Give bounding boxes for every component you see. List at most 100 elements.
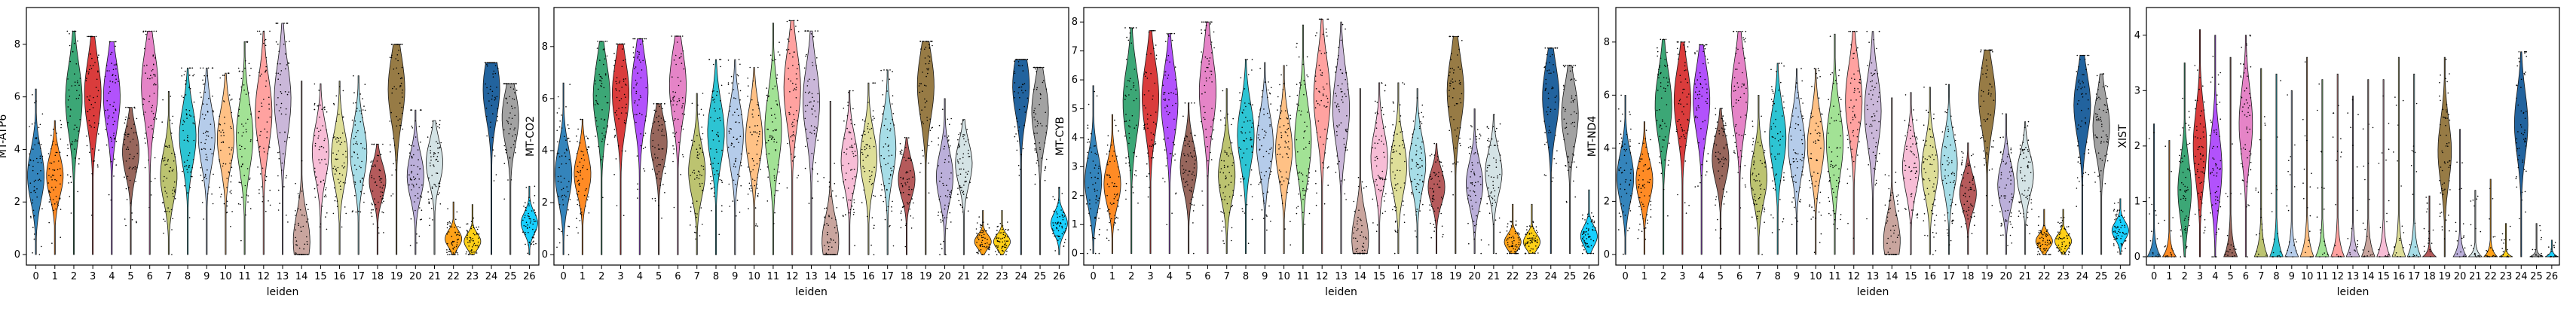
jitter-points-1 xyxy=(2164,145,2175,258)
y-tick-6: 6 xyxy=(1072,75,1084,86)
violin-8 xyxy=(1769,63,1787,255)
jitter-points-5 xyxy=(651,103,666,219)
svg-text:3: 3 xyxy=(90,271,96,282)
violin-14 xyxy=(1351,88,1369,254)
jitter-points-0 xyxy=(29,94,44,255)
jitter-points-6 xyxy=(142,30,158,209)
svg-text:24: 24 xyxy=(485,271,498,282)
y-tick-8: 8 xyxy=(1072,17,1084,28)
jitter-points-14 xyxy=(823,163,838,256)
jitter-points-12 xyxy=(256,30,271,212)
svg-text:4: 4 xyxy=(637,271,643,282)
x-tick-15: 15 xyxy=(1904,265,1917,282)
violin-17 xyxy=(1940,84,1958,255)
x-tick-5: 5 xyxy=(1186,265,1192,282)
jitter-points-6 xyxy=(1733,30,1747,209)
violin-6 xyxy=(1198,21,1216,254)
violin-18 xyxy=(1959,142,1977,255)
x-tick-18: 18 xyxy=(1962,265,1975,282)
violin-4 xyxy=(2207,35,2223,258)
jitter-points-20 xyxy=(1467,125,1482,255)
y-tick-3: 3 xyxy=(1072,161,1084,172)
x-tick-10: 10 xyxy=(1277,265,1290,282)
x-tick-10: 10 xyxy=(748,265,760,282)
violin-4 xyxy=(631,38,649,255)
svg-text:11: 11 xyxy=(238,271,251,282)
x-tick-2: 2 xyxy=(71,265,77,282)
violin-9 xyxy=(1256,62,1274,254)
x-tick-17: 17 xyxy=(1943,265,1955,282)
x-tick-26: 26 xyxy=(2546,265,2558,282)
jitter-points-23 xyxy=(995,221,1010,256)
violin-13 xyxy=(802,30,821,255)
x-tick-23: 23 xyxy=(996,265,1008,282)
x-tick-19: 19 xyxy=(919,265,932,282)
jitter-points-7 xyxy=(1751,115,1766,255)
svg-text:18: 18 xyxy=(901,271,913,282)
x-tick-22: 22 xyxy=(2484,265,2497,282)
jitter-points-24 xyxy=(1014,59,1029,176)
jitter-points-4 xyxy=(632,38,647,199)
svg-text:23: 23 xyxy=(996,271,1008,282)
x-tick-25: 25 xyxy=(504,265,516,282)
jitter-points-22 xyxy=(975,216,990,256)
jitter-points-6 xyxy=(670,35,685,209)
violin-10 xyxy=(745,67,763,255)
svg-text:3: 3 xyxy=(617,271,623,282)
violin-1 xyxy=(2161,140,2177,258)
x-tick-13: 13 xyxy=(277,265,289,282)
x-axis-label: leiden xyxy=(795,286,828,298)
jitter-points-17 xyxy=(1941,84,1956,245)
x-tick-6: 6 xyxy=(2243,265,2249,282)
jitter-points-4 xyxy=(1694,44,1709,188)
x-tick-19: 19 xyxy=(390,265,403,282)
jitter-points-18 xyxy=(2423,197,2434,258)
x-tick-19: 19 xyxy=(2439,265,2451,282)
x-tick-16: 16 xyxy=(862,265,875,282)
x-tick-20: 20 xyxy=(2000,265,2012,282)
x-tick-2: 2 xyxy=(1128,265,1134,282)
svg-text:6: 6 xyxy=(675,271,681,282)
violin-2 xyxy=(592,41,610,255)
jitter-points-0 xyxy=(2149,132,2160,258)
svg-text:0: 0 xyxy=(14,249,20,261)
x-tick-6: 6 xyxy=(1204,265,1211,282)
jitter-points-19 xyxy=(389,44,404,197)
x-tick-4: 4 xyxy=(109,265,115,282)
violin-20 xyxy=(1997,113,2015,255)
jitter-points-17 xyxy=(2408,102,2419,258)
svg-text:19: 19 xyxy=(390,271,403,282)
jitter-points-13 xyxy=(1334,23,1349,200)
svg-text:5: 5 xyxy=(127,271,133,282)
jitter-points-20 xyxy=(1999,113,2014,246)
jitter-points-25 xyxy=(1033,66,1048,185)
x-tick-24: 24 xyxy=(2515,265,2528,282)
y-tick-8: 8 xyxy=(542,41,554,53)
x-tick-0: 0 xyxy=(32,265,39,282)
x-tick-1: 1 xyxy=(1641,265,1647,282)
jitter-points-15 xyxy=(842,90,857,246)
svg-text:7: 7 xyxy=(694,271,700,282)
x-axis-label: leiden xyxy=(1325,286,1357,298)
x-tick-9: 9 xyxy=(203,265,210,282)
jitter-points-18 xyxy=(1960,151,1975,238)
violin-20 xyxy=(1466,108,1483,254)
x-axis-label: leiden xyxy=(2337,286,2369,298)
jitter-points-3 xyxy=(85,35,99,216)
x-tick-7: 7 xyxy=(1224,265,1230,282)
violin-17 xyxy=(879,69,897,255)
svg-text:13: 13 xyxy=(277,271,289,282)
jitter-points-10 xyxy=(1277,65,1292,246)
x-tick-2: 2 xyxy=(1660,265,1666,282)
x-tick-21: 21 xyxy=(2019,265,2031,282)
jitter-points-9 xyxy=(1257,68,1272,231)
jitter-points-15 xyxy=(1372,82,1387,233)
svg-text:12: 12 xyxy=(786,271,799,282)
x-tick-12: 12 xyxy=(2331,265,2344,282)
jitter-points-24 xyxy=(1543,47,1559,182)
violin-7 xyxy=(2253,68,2269,258)
